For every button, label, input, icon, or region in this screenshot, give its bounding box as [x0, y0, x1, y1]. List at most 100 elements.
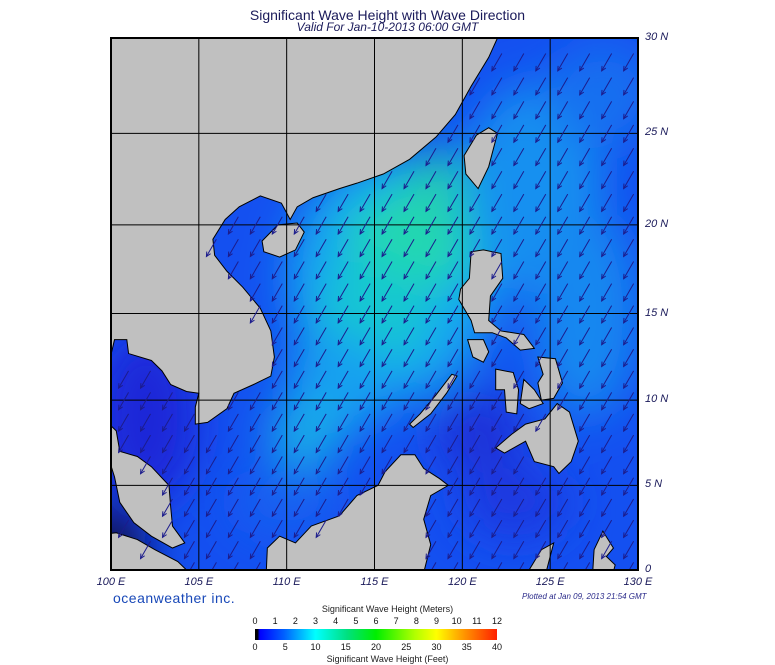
lon-label: 125 E: [535, 576, 565, 588]
wave-arrow: [491, 101, 503, 120]
colorbar-tick-meters: 8: [413, 616, 419, 626]
wave-arrow: [557, 519, 569, 539]
land-palawan: [408, 373, 458, 429]
wave-arrow: [161, 519, 173, 539]
wave-arrow: [491, 348, 503, 368]
wave-arrow: [535, 327, 547, 346]
wave-arrow: [513, 305, 525, 324]
wave-arrow: [623, 519, 635, 539]
wave-arrow: [623, 216, 635, 236]
wave-arrow: [601, 193, 613, 213]
wave-arrow: [139, 413, 151, 433]
wave-arrow: [601, 413, 613, 433]
wave-arrow: [211, 562, 217, 570]
wave-arrow: [359, 348, 371, 368]
lat-label: 20 N: [645, 217, 669, 230]
wave-arrow: [491, 519, 503, 539]
wave-arrow: [513, 147, 525, 167]
wave-arrow: [205, 434, 217, 454]
wave-arrow: [293, 305, 305, 324]
wave-arrow: [403, 370, 415, 390]
wave-arrow: [601, 101, 613, 120]
wave-arrow: [469, 498, 481, 518]
wave-arrow: [601, 216, 613, 236]
wave-arrow: [381, 434, 393, 454]
plotted-timestamp: Plotted at Jan 09, 2013 21:54 GMT: [522, 592, 647, 601]
wave-arrow: [623, 348, 635, 368]
wave-arrow: [579, 124, 591, 144]
wave-arrow: [337, 456, 349, 475]
wave-arrow: [249, 305, 261, 324]
wave-arrow: [557, 193, 569, 213]
lat-label: 10 N: [645, 393, 669, 406]
wave-arrow: [425, 261, 437, 280]
wave-arrow: [425, 348, 437, 368]
wave-arrow: [491, 392, 503, 411]
wave-arrow: [535, 541, 547, 560]
wave-arrow: [469, 434, 481, 454]
wave-arrow: [535, 498, 547, 518]
wave-arrow: [601, 519, 613, 539]
wave-arrow: [293, 434, 305, 454]
wave-arrow: [315, 392, 327, 411]
land-sumatra: [111, 532, 188, 570]
wave-arrow: [513, 193, 525, 213]
wave-arrow: [623, 370, 635, 390]
wave-arrow: [337, 238, 349, 258]
wave-arrow: [579, 77, 591, 96]
wave-arrow: [491, 477, 503, 497]
wave-arrow: [447, 434, 459, 454]
wave-arrow: [562, 562, 569, 570]
wave-arrow: [447, 261, 459, 280]
wave-arrow: [623, 477, 635, 497]
colorbar: [255, 629, 497, 640]
land-cebu-bohol: [519, 378, 544, 410]
wave-arrow: [601, 348, 613, 368]
wave-arrow: [139, 392, 151, 411]
wave-arrow: [491, 238, 503, 258]
wave-arrow: [183, 456, 195, 475]
wave-arrow: [271, 434, 283, 454]
wave-arrow: [249, 216, 261, 236]
wave-arrow: [227, 477, 239, 497]
wave-arrow: [139, 434, 151, 454]
wave-arrow: [233, 562, 239, 570]
wave-arrow: [315, 193, 327, 213]
wave-arrow: [359, 392, 371, 411]
wave-arrow: [474, 562, 481, 570]
graticule: [111, 38, 638, 570]
wave-arrow: [161, 477, 173, 497]
land-mainland-asia: [111, 38, 498, 549]
wave-arrow: [623, 305, 635, 324]
wave-arrow: [271, 305, 283, 324]
wave-arrow: [491, 216, 503, 236]
wave-arrow: [227, 392, 239, 411]
lat-label: 25 N: [645, 126, 669, 139]
wave-arrow: [513, 498, 525, 518]
colorbar-tick-meters: 9: [433, 616, 439, 626]
wave-arrow: [491, 541, 503, 560]
land-halmahera: [592, 530, 616, 570]
wave-arrow: [513, 541, 525, 560]
wave-arrow: [557, 283, 569, 302]
wave-arrow: [293, 370, 305, 390]
wave-arrow: [623, 101, 635, 120]
colorbar-tick-meters: 1: [272, 616, 278, 626]
wave-arrow: [579, 261, 591, 280]
wave-arrow: [315, 519, 327, 539]
wave-arrow: [403, 171, 415, 190]
wave-arrow: [293, 216, 305, 236]
wave-arrow: [623, 498, 635, 518]
wave-arrow: [491, 261, 503, 280]
wave-arrow: [557, 216, 569, 236]
wave-arrow: [601, 327, 613, 346]
colorbar-tick-feet: 40: [491, 642, 502, 652]
wave-arrow: [227, 456, 239, 475]
wave-arrow: [425, 216, 437, 236]
wave-arrow: [513, 283, 525, 302]
wave-arrow: [584, 562, 591, 570]
wave-arrow: [447, 498, 459, 518]
wave-arrow: [513, 456, 525, 475]
wave-arrow: [469, 124, 481, 144]
wave-arrow: [227, 238, 239, 258]
